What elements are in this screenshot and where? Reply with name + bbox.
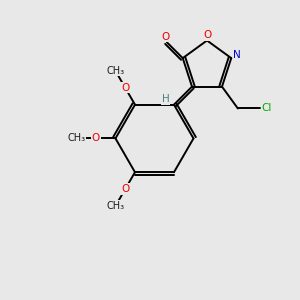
Text: CH₃: CH₃	[106, 66, 124, 76]
Text: O: O	[121, 83, 129, 93]
Text: CH₃: CH₃	[106, 201, 124, 211]
Text: N: N	[233, 50, 241, 60]
Text: O: O	[92, 134, 100, 143]
Text: O: O	[203, 30, 211, 40]
Text: O: O	[121, 184, 129, 194]
Text: CH₃: CH₃	[68, 134, 85, 143]
Text: Cl: Cl	[262, 103, 272, 113]
Text: H: H	[162, 94, 170, 104]
Text: O: O	[161, 32, 170, 42]
